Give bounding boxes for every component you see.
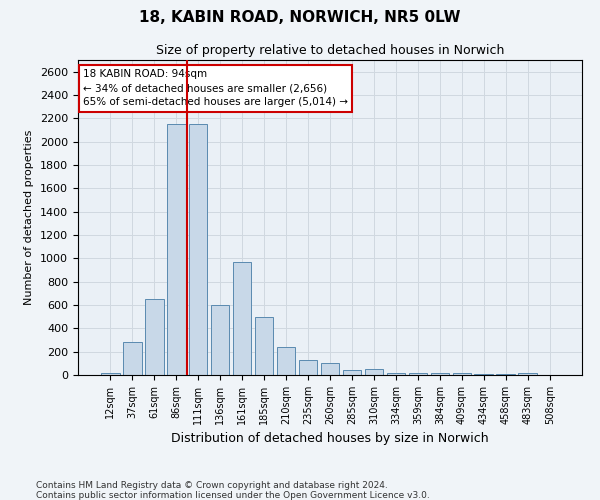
Bar bbox=[233, 262, 251, 375]
Bar bbox=[386, 372, 405, 375]
Bar bbox=[409, 373, 427, 375]
X-axis label: Distribution of detached houses by size in Norwich: Distribution of detached houses by size … bbox=[171, 432, 489, 446]
Bar bbox=[167, 124, 185, 375]
Bar bbox=[123, 342, 142, 375]
Text: Contains public sector information licensed under the Open Government Licence v3: Contains public sector information licen… bbox=[36, 490, 430, 500]
Title: Size of property relative to detached houses in Norwich: Size of property relative to detached ho… bbox=[156, 44, 504, 58]
Bar bbox=[189, 124, 208, 375]
Text: 18 KABIN ROAD: 94sqm
← 34% of detached houses are smaller (2,656)
65% of semi-de: 18 KABIN ROAD: 94sqm ← 34% of detached h… bbox=[83, 70, 348, 108]
Bar bbox=[255, 316, 274, 375]
Bar bbox=[343, 370, 361, 375]
Bar bbox=[299, 360, 317, 375]
Bar bbox=[475, 374, 493, 375]
Bar bbox=[101, 372, 119, 375]
Bar bbox=[365, 368, 383, 375]
Bar bbox=[518, 372, 537, 375]
Text: Contains HM Land Registry data © Crown copyright and database right 2024.: Contains HM Land Registry data © Crown c… bbox=[36, 480, 388, 490]
Bar bbox=[145, 299, 164, 375]
Bar bbox=[211, 305, 229, 375]
Text: 18, KABIN ROAD, NORWICH, NR5 0LW: 18, KABIN ROAD, NORWICH, NR5 0LW bbox=[139, 10, 461, 25]
Bar bbox=[320, 364, 340, 375]
Bar bbox=[431, 372, 449, 375]
Bar bbox=[452, 373, 471, 375]
Bar bbox=[496, 374, 515, 375]
Y-axis label: Number of detached properties: Number of detached properties bbox=[25, 130, 34, 305]
Bar bbox=[277, 347, 295, 375]
